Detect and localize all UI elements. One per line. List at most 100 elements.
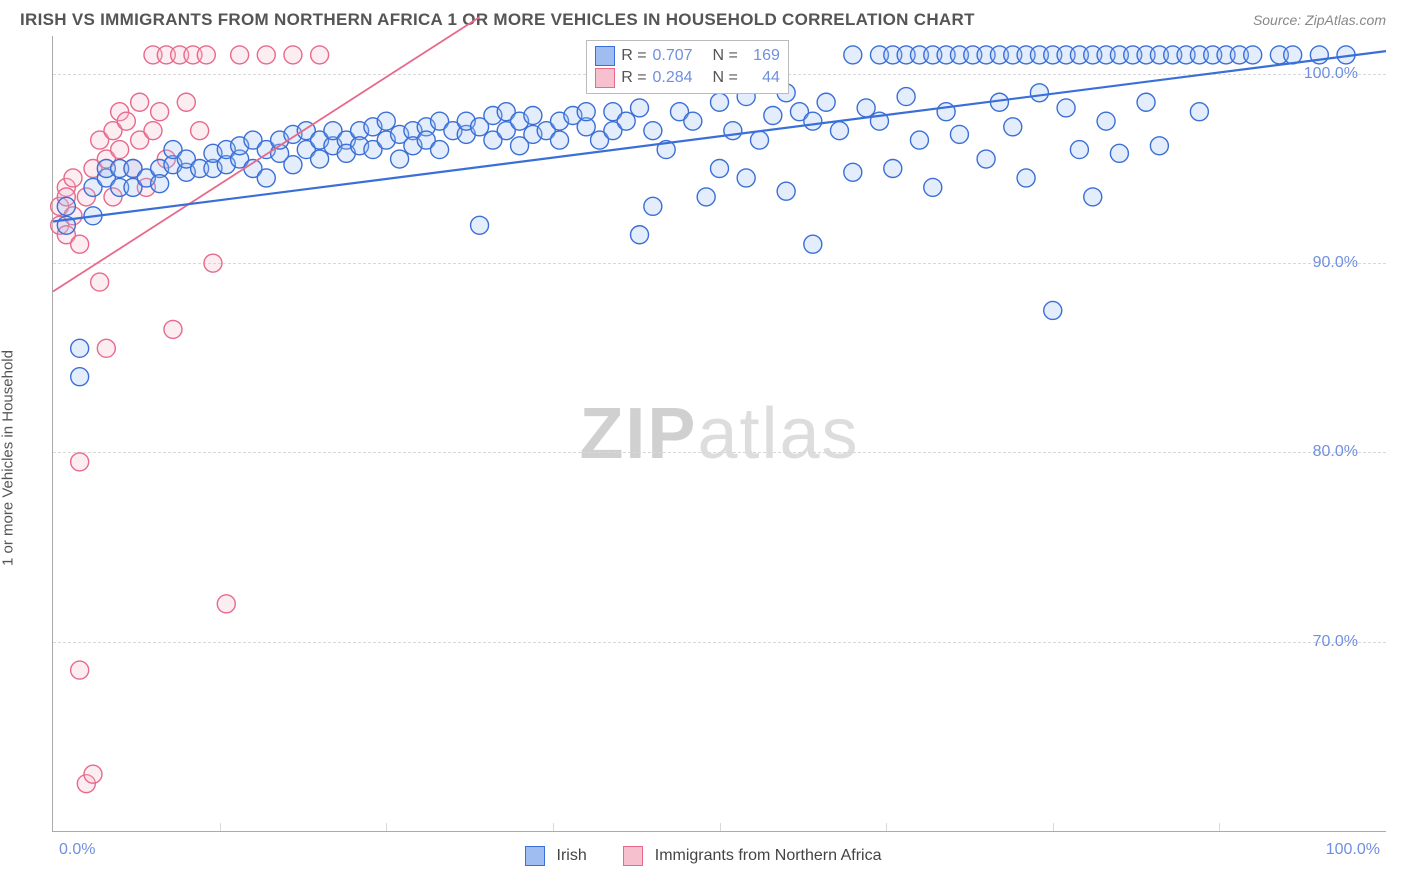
scatter-point <box>1190 46 1208 64</box>
scatter-point <box>284 46 302 64</box>
r-value: 0.284 <box>653 67 707 89</box>
n-label: N = <box>713 67 738 89</box>
scatter-point <box>884 160 902 178</box>
scatter-point <box>171 46 189 64</box>
scatter-point <box>271 144 289 162</box>
scatter-point <box>1057 46 1075 64</box>
gridline-h <box>53 452 1386 453</box>
gridline-h <box>53 642 1386 643</box>
scatter-point <box>1004 118 1022 136</box>
scatter-point <box>1204 46 1222 64</box>
scatter-point <box>177 93 195 111</box>
scatter-point <box>577 103 595 121</box>
legend-stats: R =0.707N =169R = 0.284 N = 44 <box>586 40 789 94</box>
scatter-point <box>1030 46 1048 64</box>
scatter-point <box>191 160 209 178</box>
scatter-point <box>1177 46 1195 64</box>
scatter-point <box>524 107 542 125</box>
scatter-point <box>284 125 302 143</box>
scatter-point <box>617 112 635 130</box>
scatter-point <box>631 226 649 244</box>
scatter-point <box>57 197 75 215</box>
scatter-point <box>71 368 89 386</box>
scatter-point <box>1164 46 1182 64</box>
scatter-point <box>217 141 235 159</box>
scatter-point <box>830 122 848 140</box>
scatter-point <box>57 178 75 196</box>
y-tick-label: 70.0% <box>1313 633 1358 651</box>
scatter-point <box>84 207 102 225</box>
scatter-point <box>631 99 649 117</box>
x-minor-tick <box>886 823 887 831</box>
legend-swatch <box>595 68 615 88</box>
scatter-point <box>844 46 862 64</box>
scatter-point <box>1097 46 1115 64</box>
x-minor-tick <box>1219 823 1220 831</box>
scatter-point <box>977 46 995 64</box>
scatter-point <box>91 273 109 291</box>
chart-svg <box>53 36 1386 831</box>
scatter-point <box>231 150 249 168</box>
scatter-point <box>164 156 182 174</box>
scatter-point <box>711 93 729 111</box>
scatter-point <box>131 93 149 111</box>
scatter-point <box>671 103 689 121</box>
scatter-point <box>151 103 169 121</box>
scatter-point <box>111 103 129 121</box>
scatter-point <box>804 235 822 253</box>
scatter-point <box>404 122 422 140</box>
scatter-point <box>431 112 449 130</box>
scatter-point <box>1070 141 1088 159</box>
scatter-point <box>1337 46 1355 64</box>
scatter-point <box>244 131 262 149</box>
scatter-point <box>511 112 529 130</box>
scatter-point <box>137 169 155 187</box>
scatter-point <box>1150 137 1168 155</box>
scatter-point <box>924 46 942 64</box>
scatter-point <box>1017 46 1035 64</box>
scatter-point <box>431 141 449 159</box>
plot-wrap: 1 or more Vehicles in Household ZIPatlas… <box>0 36 1406 880</box>
scatter-point <box>377 112 395 130</box>
chart-title: IRISH VS IMMIGRANTS FROM NORTHERN AFRICA… <box>20 10 975 30</box>
scatter-point <box>884 46 902 64</box>
n-value: 169 <box>744 45 780 67</box>
scatter-point <box>870 112 888 130</box>
scatter-point <box>311 46 329 64</box>
scatter-point <box>910 131 928 149</box>
scatter-point <box>71 339 89 357</box>
scatter-point <box>764 107 782 125</box>
scatter-point <box>977 150 995 168</box>
scatter-point <box>144 46 162 64</box>
scatter-point <box>697 188 715 206</box>
scatter-point <box>151 160 169 178</box>
x-minor-tick <box>553 823 554 831</box>
scatter-point <box>57 226 75 244</box>
scatter-point <box>124 178 142 196</box>
scatter-point <box>391 125 409 143</box>
gridline-h <box>53 263 1386 264</box>
scatter-point <box>177 163 195 181</box>
scatter-point <box>91 131 109 149</box>
scatter-point <box>737 169 755 187</box>
scatter-point <box>97 150 115 168</box>
y-tick-label: 100.0% <box>1304 65 1358 83</box>
scatter-point <box>197 46 215 64</box>
scatter-point <box>377 131 395 149</box>
n-value: 44 <box>744 67 780 89</box>
scatter-point <box>484 131 502 149</box>
scatter-point <box>990 93 1008 111</box>
scatter-point <box>1310 46 1328 64</box>
scatter-point <box>551 112 569 130</box>
x-minor-tick <box>386 823 387 831</box>
r-label: R = <box>621 67 646 89</box>
scatter-point <box>1004 46 1022 64</box>
scatter-point <box>124 160 142 178</box>
scatter-point <box>64 207 82 225</box>
scatter-point <box>77 775 95 793</box>
scatter-point <box>71 235 89 253</box>
scatter-point <box>1110 46 1128 64</box>
scatter-point <box>71 661 89 679</box>
legend-stats-row: R =0.707N =169 <box>595 45 780 67</box>
scatter-point <box>777 182 795 200</box>
